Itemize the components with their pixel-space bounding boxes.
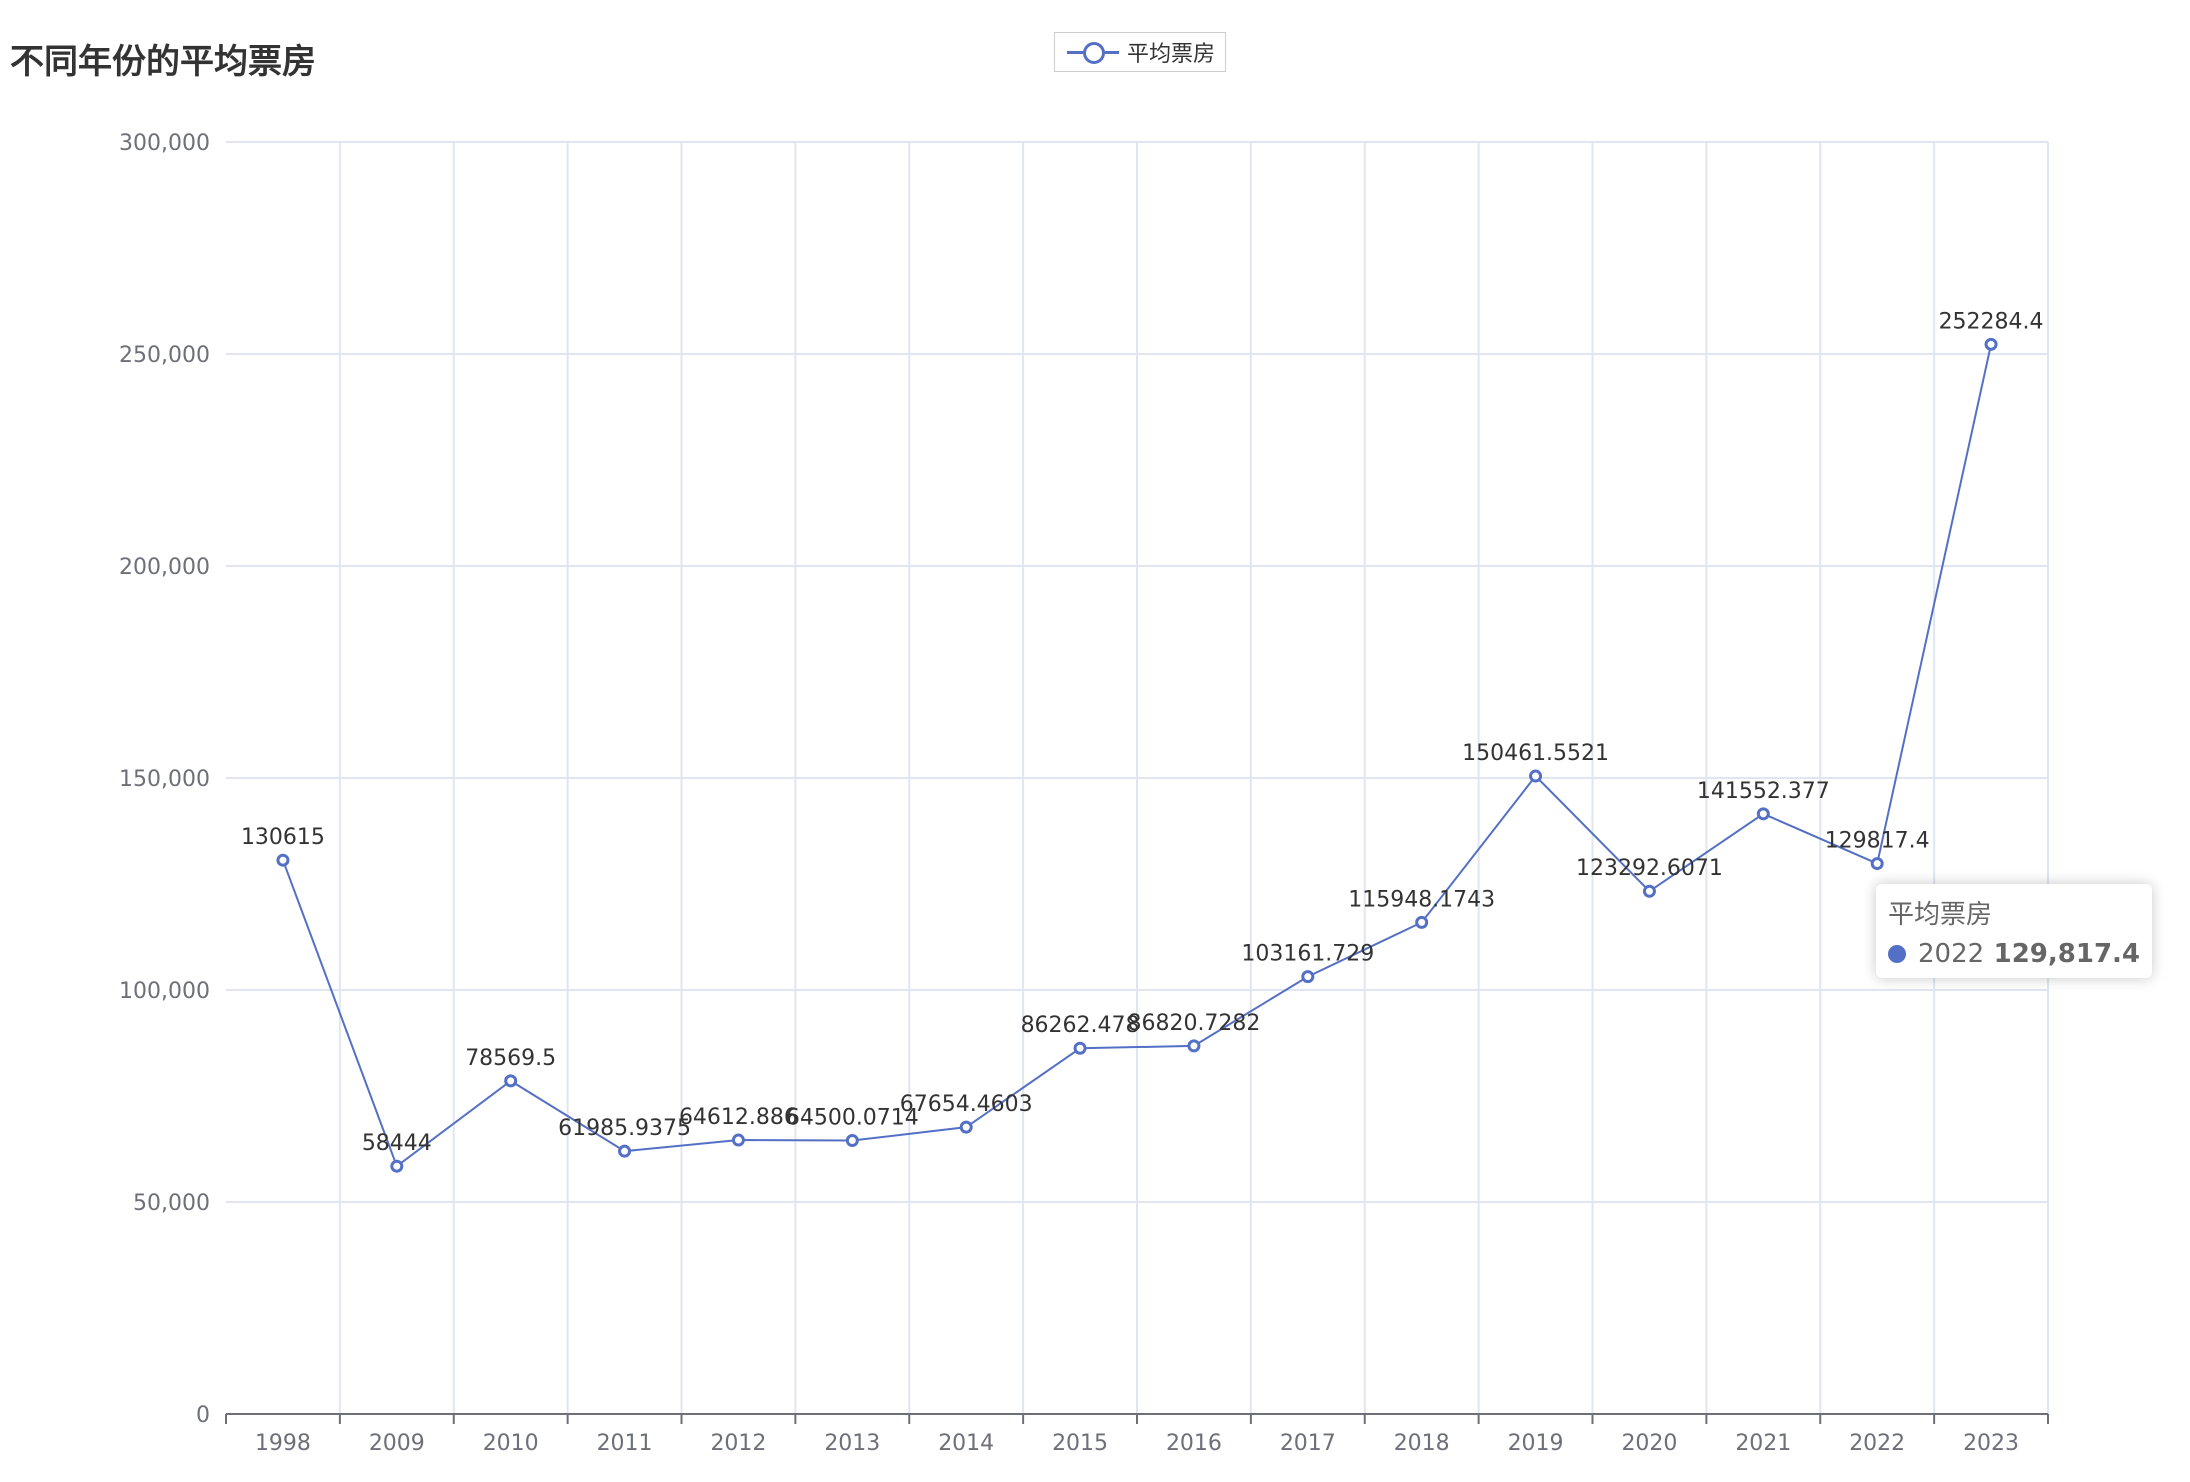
data-point: [390, 1159, 404, 1173]
x-tick-label: 2018: [1394, 1431, 1450, 1456]
y-tick-label: 100,000: [119, 979, 210, 1004]
x-tick-label: 2010: [483, 1431, 539, 1456]
x-tick-label: 2020: [1621, 1431, 1677, 1456]
y-tick-label: 150,000: [119, 767, 210, 792]
x-tick-label: 2012: [710, 1431, 766, 1456]
data-point: [1756, 807, 1770, 821]
data-label: 64500.0714: [786, 1106, 919, 1131]
data-point: [618, 1144, 632, 1158]
x-tick-label: 1998: [255, 1431, 311, 1456]
data-point: [959, 1120, 973, 1134]
tooltip-row: 2022 129,817.4: [1888, 939, 2140, 969]
data-label: 141552.377: [1697, 779, 1830, 804]
tooltip-series-dot-icon: [1888, 945, 1906, 963]
data-labels: 130615 58444 78569.5 61985.937564612.886645…: [241, 309, 2044, 1156]
data-point: [731, 1133, 745, 1147]
tooltip-value: 129,817.4: [1993, 939, 2140, 969]
data-point: [1187, 1039, 1201, 1053]
series-average-box-office: [276, 337, 1998, 1173]
data-point: [1870, 857, 1884, 871]
x-tick-label: 2016: [1166, 1431, 1222, 1456]
y-tick-label: 50,000: [133, 1191, 210, 1216]
data-point: [504, 1074, 518, 1088]
data-label: 252284.4: [1939, 309, 2044, 334]
data-point: [1073, 1041, 1087, 1055]
data-label: 115948.1743: [1348, 887, 1495, 912]
y-tick-label: 200,000: [119, 555, 210, 580]
data-point: [1642, 884, 1656, 898]
x-tick-label: 2019: [1508, 1431, 1564, 1456]
x-tick-label: 2021: [1735, 1431, 1791, 1456]
tooltip-title: 平均票房: [1888, 900, 1993, 930]
series-line: [282, 344, 1993, 1168]
x-tick-label: 2015: [1052, 1431, 1108, 1456]
y-tick-label: 0: [196, 1403, 210, 1428]
x-tick-label: 2009: [369, 1431, 425, 1456]
data-label: 86262.478: [1021, 1013, 1140, 1038]
data-point: [1529, 769, 1543, 783]
data-point: [1301, 970, 1315, 984]
grid: [226, 141, 2049, 1414]
data-label: 58444: [362, 1131, 432, 1156]
data-label: 64612.886: [679, 1105, 798, 1130]
data-point: [1984, 337, 1998, 351]
legend-line-circle-icon: [1067, 40, 1119, 64]
data-label: 130615: [241, 825, 325, 850]
data-point: [276, 853, 290, 867]
x-tick-label: 2011: [597, 1431, 653, 1456]
data-label: 61985.9375: [558, 1116, 691, 1141]
chart-title: 不同年份的平均票房: [10, 42, 316, 82]
tooltip-category: 2022: [1918, 939, 1985, 969]
y-tick-label: 250,000: [119, 343, 210, 368]
axes: 0 50,000 100,000 150,000 200,000 250,000 300,0…: [119, 131, 2049, 1456]
x-tick-label: 2023: [1963, 1431, 2019, 1456]
x-tick-label: 2014: [938, 1431, 994, 1456]
legend[interactable]: 平均票房: [1054, 32, 1227, 72]
data-point: [1415, 915, 1429, 929]
x-tick-label: 2022: [1849, 1431, 1905, 1456]
data-point: [845, 1134, 859, 1148]
data-label: 129817.4: [1825, 829, 1930, 854]
data-label: 78569.5: [465, 1046, 556, 1071]
y-tick-label: 300,000: [119, 131, 210, 156]
x-tick-label: 2013: [824, 1431, 880, 1456]
data-label: 86820.7282: [1127, 1011, 1260, 1036]
legend-label: 平均票房: [1127, 42, 1216, 67]
data-label: 67654.4603: [900, 1092, 1033, 1117]
data-label: 123292.6071: [1576, 856, 1723, 881]
tooltip: 平均票房 2022 129,817.4: [1876, 884, 2152, 978]
data-label: 150461.5521: [1462, 741, 1609, 766]
data-label: 103161.729: [1241, 942, 1374, 967]
x-tick-label: 2017: [1280, 1431, 1336, 1456]
